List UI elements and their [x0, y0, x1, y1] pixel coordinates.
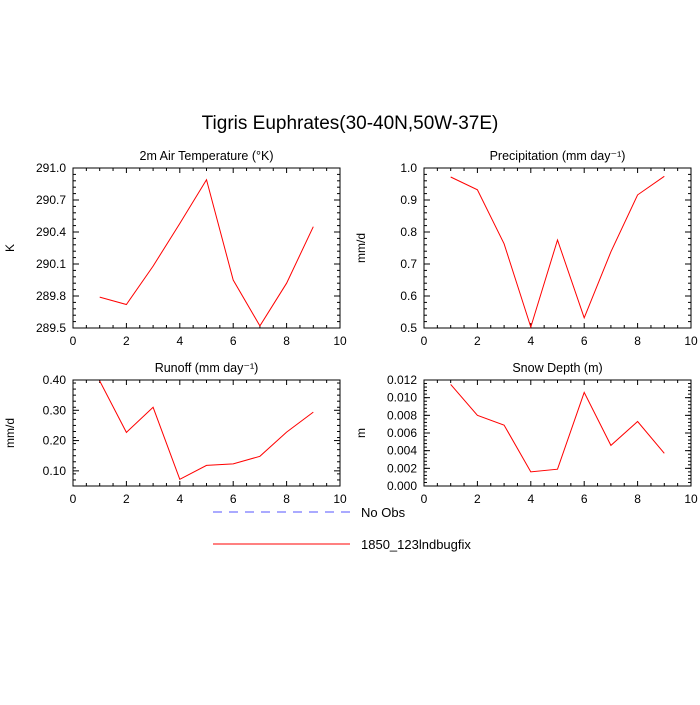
x-tick-label: 2 [123, 492, 130, 506]
y-tick-label: 0.5 [400, 321, 417, 335]
y-tick-label: 0.8 [400, 225, 417, 239]
series-line-air-temperature [99, 178, 314, 327]
x-tick-label: 10 [333, 334, 347, 348]
y-axis-label: mm/d [3, 418, 17, 448]
y-tick-label: 0.012 [387, 373, 417, 387]
x-tick-label: 6 [581, 334, 588, 348]
y-tick-label: 290.1 [36, 257, 66, 271]
chart-panel-runoff: Runoff (mm day⁻¹) 0 2 4 6 8 10 0.10 0.20 0.30 0.40… [3, 361, 347, 506]
panel-title: Precipitation (mm day⁻¹) [490, 149, 626, 163]
x-tick-label: 4 [176, 334, 183, 348]
x-tick-label: 4 [527, 334, 534, 348]
y-tick-label: 289.8 [36, 289, 66, 303]
x-tick-label: 0 [421, 334, 428, 348]
chart-panel-snow-depth: Snow Depth (m) 0 2 4 6 8 10 0.000 0.002 0.004 0.00… [354, 361, 698, 506]
panel-title: Runoff (mm day⁻¹) [155, 361, 259, 375]
x-tick-label: 8 [283, 492, 290, 506]
x-tick-label: 2 [123, 334, 130, 348]
y-tick-label: 290.7 [36, 193, 66, 207]
x-tick-label: 4 [176, 492, 183, 506]
plot-frame [423, 167, 692, 329]
x-tick-label: 8 [634, 492, 641, 506]
y-tick-label: 0.9 [400, 193, 417, 207]
y-axis-label: mm/d [354, 233, 368, 263]
y-tick-label: 0.20 [43, 434, 67, 448]
y-tick-label: 1.0 [400, 161, 417, 175]
legend-label-model: 1850_123lndbugfix [361, 537, 471, 552]
plot-frame [423, 379, 692, 487]
y-tick-label: 0.006 [387, 426, 417, 440]
y-tick-label: 0.004 [387, 444, 417, 458]
legend-entry-model: 1850_123lndbugfix [213, 537, 471, 552]
x-tick-label: 4 [527, 492, 534, 506]
y-tick-label: 0.7 [400, 257, 417, 271]
y-tick-label: 0.002 [387, 461, 417, 475]
chart-panel-precipitation: Precipitation (mm day⁻¹) 0 2 4 6 8 10 0.5 0.6 0.7… [354, 149, 698, 348]
panel-title: 2m Air Temperature (°K) [140, 149, 274, 163]
x-tick-label: 8 [283, 334, 290, 348]
y-tick-label: 0.30 [43, 403, 67, 417]
x-tick-label: 0 [421, 492, 428, 506]
panels: 2m Air Temperature (°K) 0 2 4 6 8 10 289.5 289.8… [3, 149, 698, 506]
x-tick-label: 0 [70, 492, 77, 506]
legend: No Obs 1850_123lndbugfix [213, 505, 471, 552]
y-tick-label: 289.5 [36, 321, 66, 335]
x-tick-label: 2 [474, 334, 481, 348]
series-line-runoff [99, 380, 314, 481]
y-axis-label: K [3, 244, 17, 252]
chart-panel-air-temperature: 2m Air Temperature (°K) 0 2 4 6 8 10 289.5 289.8… [3, 149, 347, 348]
legend-label-no-obs: No Obs [361, 505, 406, 520]
x-tick-label: 10 [333, 492, 347, 506]
y-tick-label: 0.000 [387, 479, 417, 493]
x-tick-label: 10 [684, 492, 698, 506]
x-tick-label: 6 [581, 492, 588, 506]
y-tick-label: 290.4 [36, 225, 66, 239]
plot-frame [72, 167, 341, 329]
series-line-precipitation [450, 175, 665, 329]
panel-title: Snow Depth (m) [512, 361, 602, 375]
y-axis-label: m [354, 428, 368, 438]
y-tick-label: 0.6 [400, 289, 417, 303]
y-tick-label: 0.40 [43, 373, 67, 387]
plot-frame [72, 379, 341, 487]
x-tick-label: 10 [684, 334, 698, 348]
series-line-snow-depth [450, 384, 665, 473]
x-tick-label: 6 [230, 334, 237, 348]
legend-entry-no-obs: No Obs [213, 505, 406, 520]
figure-title: Tigris Euphrates(30-40N,50W-37E) [202, 113, 499, 134]
y-tick-label: 291.0 [36, 161, 66, 175]
y-tick-label: 0.008 [387, 408, 417, 422]
y-tick-label: 0.10 [43, 464, 67, 478]
y-tick-label: 0.010 [387, 391, 417, 405]
x-tick-label: 6 [230, 492, 237, 506]
x-tick-label: 8 [634, 334, 641, 348]
x-tick-label: 0 [70, 334, 77, 348]
x-tick-label: 2 [474, 492, 481, 506]
